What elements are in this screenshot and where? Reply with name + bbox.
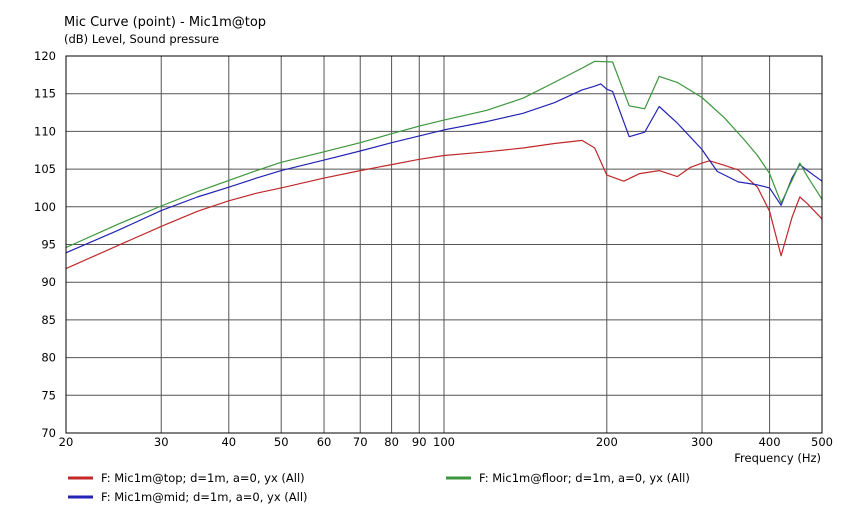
series-line-1 bbox=[65, 139, 823, 270]
x-tick-label: 500 bbox=[811, 435, 833, 449]
x-tick-label: 100 bbox=[433, 435, 455, 449]
legend-label-3: F: Mic1m@floor; d=1m, a=0, yx (All) bbox=[479, 471, 690, 485]
x-tick-labels: 20 30 40 50 60 70 80 90 100 200 300 400 500 bbox=[59, 435, 833, 449]
y-tick-label: 100 bbox=[34, 200, 56, 214]
series-line-3 bbox=[65, 60, 823, 249]
x-tick-label: 80 bbox=[384, 435, 399, 449]
y-tick-labels: 70 75 80 85 90 95 100 105 110 115 120 bbox=[34, 49, 56, 440]
legend: F: Mic1m@top; d=1m, a=0, yx (All) F: Mic1… bbox=[68, 471, 690, 504]
x-tick-label: 30 bbox=[154, 435, 169, 449]
x-tick-label: 400 bbox=[759, 435, 781, 449]
x-tick-label: 300 bbox=[691, 435, 713, 449]
series-lines bbox=[65, 60, 823, 270]
x-tick-label: 20 bbox=[59, 435, 74, 449]
y-tick-label: 110 bbox=[34, 124, 56, 138]
legend-label-1: F: Mic1m@top; d=1m, a=0, yx (All) bbox=[101, 471, 305, 485]
y-tick-label: 115 bbox=[34, 87, 56, 101]
y-tick-label: 85 bbox=[41, 313, 56, 327]
y-tick-label: 90 bbox=[41, 275, 56, 289]
y-tick-label: 120 bbox=[34, 49, 56, 63]
chart-subtitle: (dB) Level, Sound pressure bbox=[64, 32, 219, 46]
x-tick-label: 40 bbox=[221, 435, 236, 449]
x-axis-label: Frequency (Hz) bbox=[734, 451, 821, 465]
x-tick-label: 200 bbox=[596, 435, 618, 449]
x-tick-label: 50 bbox=[274, 435, 289, 449]
x-tick-label: 90 bbox=[412, 435, 427, 449]
y-tick-label: 80 bbox=[41, 351, 56, 365]
series-line-2 bbox=[65, 83, 823, 254]
legend-label-2: F: Mic1m@mid; d=1m, a=0, yx (All) bbox=[101, 490, 308, 504]
plot-border bbox=[65, 55, 823, 434]
y-tick-label: 70 bbox=[41, 426, 56, 440]
chart-title: Mic Curve (point) - Mic1m@top bbox=[64, 15, 266, 30]
y-tick-label: 95 bbox=[41, 238, 56, 252]
y-tick-label: 105 bbox=[34, 162, 56, 176]
y-tick-label: 75 bbox=[41, 388, 56, 402]
x-tick-label: 60 bbox=[317, 435, 332, 449]
x-tick-label: 70 bbox=[353, 435, 368, 449]
